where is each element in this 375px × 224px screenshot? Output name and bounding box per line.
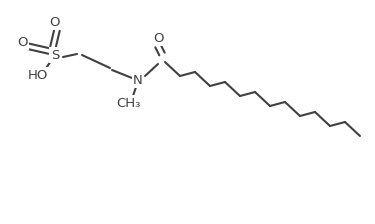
Text: S: S — [51, 49, 59, 62]
Text: HO: HO — [28, 69, 48, 82]
Text: N: N — [133, 73, 143, 86]
Text: CH₃: CH₃ — [116, 97, 140, 110]
Text: O: O — [50, 15, 60, 28]
Text: O: O — [153, 32, 163, 45]
Text: O: O — [17, 35, 27, 49]
